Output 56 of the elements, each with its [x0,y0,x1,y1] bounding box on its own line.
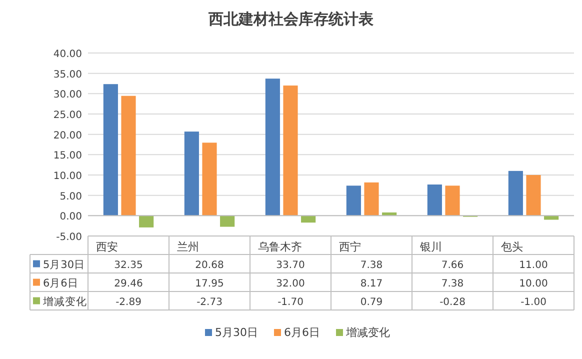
data-label: -1.70 [278,296,304,308]
bar [139,216,154,228]
x-tick-label: 西宁 [339,240,361,254]
y-tick-label: 5.00 [60,191,82,202]
bar [427,184,442,216]
text: 5月30日 [215,326,258,339]
bar [184,132,199,216]
data-label: 0.79 [360,296,383,308]
y-tick-label: 15.00 [53,150,82,162]
y-tick-label: 20.00 [53,130,82,142]
data-label: 32.35 [114,260,143,271]
data-label: 20.68 [195,260,224,271]
legend-label: 6月6日 [43,277,78,290]
bar [526,175,541,216]
bar [346,186,361,216]
text: 增减变化 [346,326,390,339]
bar [202,142,217,216]
x-tick-label: 西安 [96,240,118,254]
data-label: 11.00 [519,260,548,271]
data-label: 7.66 [441,260,464,271]
chart-title: 西北建材社会库存统计表 [208,10,374,28]
y-tick-label: 30.00 [53,90,82,101]
data-label: 8.17 [360,278,383,290]
y-tick-label: 0.00 [60,212,82,223]
data-label: -1.00 [520,296,546,308]
data-label: 7.38 [360,260,383,271]
legend-label: 5月30日 [43,258,86,271]
data-label: 7.38 [441,278,464,290]
x-tick-label: 兰州 [177,240,199,254]
bar [103,84,118,216]
data-label: 29.46 [114,278,143,290]
data-label: -0.28 [440,296,466,308]
x-tick-label: 包头 [501,240,523,254]
bar [121,96,136,216]
data-label: -2.89 [116,296,142,308]
bar [265,78,280,216]
data-label: 33.70 [276,260,305,271]
data-label: 32.00 [276,278,305,290]
y-tick-label: 35.00 [53,69,82,80]
bar [364,182,379,216]
y-tick-label: 40.00 [53,49,82,60]
y-tick-label: 25.00 [53,110,82,121]
bar [283,86,298,216]
x-tick-label: 银川 [419,240,442,254]
bar [508,170,523,216]
bar [445,186,460,216]
data-label: 10.00 [519,278,548,290]
legend-label: 增减变化 [42,294,87,308]
x-tick-label: 乌鲁木齐 [258,240,302,254]
bar [220,216,235,227]
data-label: 17.95 [195,278,224,290]
bar [301,216,316,223]
y-tick-label: -5.00 [56,232,82,243]
y-tick-label: 10.00 [53,171,82,182]
data-label: -2.73 [196,296,222,308]
text: 6月6日 [284,326,320,339]
